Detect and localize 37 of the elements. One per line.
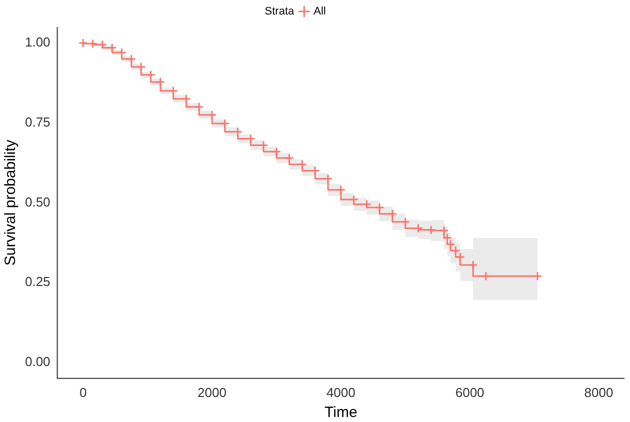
point (98, 40, 108, 50)
y-tick-label: 0.75 (24, 114, 50, 130)
point (220, 118, 230, 128)
x-tick-label: 2000 (198, 384, 226, 400)
x-tick-label: 6000 (455, 384, 484, 400)
y-axis-title: Survival probability (2, 139, 20, 266)
point (156, 77, 166, 87)
point (194, 102, 204, 112)
y-tick-label: 0.00 (24, 354, 50, 370)
legend-title: Strata (264, 6, 296, 18)
x-tick-label: 8000 (584, 384, 614, 400)
point (388, 209, 398, 219)
point (336, 185, 346, 195)
y-tick-label: 0.50 (24, 194, 50, 210)
point (374, 202, 384, 212)
point (136, 62, 146, 72)
point (181, 94, 191, 104)
point (297, 160, 307, 170)
point (126, 54, 136, 64)
point (481, 271, 491, 281)
x-axis-title: Time (324, 404, 358, 422)
point (88, 38, 98, 48)
legend-label: All (314, 6, 326, 18)
x-tick-label: 4000 (326, 384, 356, 400)
point (400, 217, 410, 227)
point (78, 38, 88, 48)
y-tick-label: 1.00 (24, 34, 50, 50)
point (168, 86, 178, 96)
point (272, 146, 282, 156)
point (426, 225, 436, 235)
point (532, 271, 542, 281)
point (349, 194, 359, 204)
x-tick-label: 0 (79, 384, 87, 400)
point (468, 260, 478, 270)
point (284, 153, 294, 163)
point (207, 110, 217, 120)
y-tick-label: 0.25 (24, 274, 50, 290)
